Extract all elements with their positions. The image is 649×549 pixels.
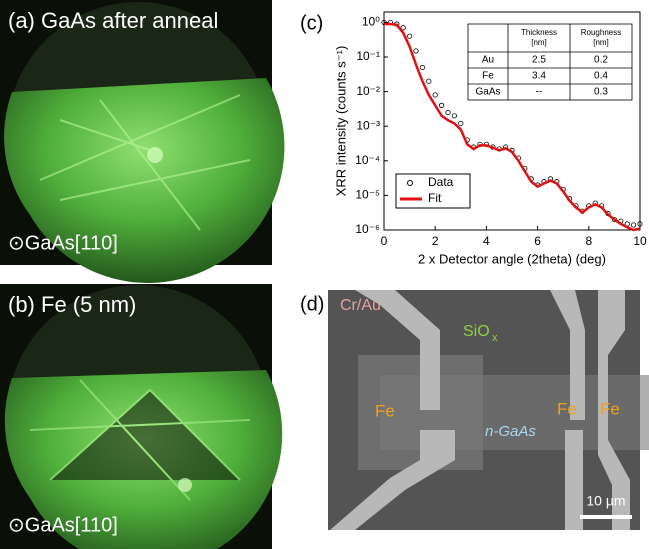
table-cell: 0.4 xyxy=(594,71,608,82)
y-tick-label: 10⁻¹ xyxy=(356,49,380,63)
x-tick-label: 10 xyxy=(633,234,647,248)
data-point xyxy=(433,93,437,97)
y-axis-label: XRR intensity (counts s⁻¹) xyxy=(333,46,348,197)
material-label: n-GaAs xyxy=(485,423,536,440)
scale-bar-label: 10 µm xyxy=(586,493,625,509)
panel-label: (d) xyxy=(300,293,324,315)
data-point xyxy=(631,223,635,227)
x-tick-label: 2 xyxy=(432,234,439,248)
x-tick-label: 8 xyxy=(585,234,592,248)
data-point xyxy=(452,114,456,118)
y-tick-label: 10⁻² xyxy=(356,84,380,98)
scale-bar xyxy=(580,515,632,519)
y-tick-label: 10⁻⁶ xyxy=(355,222,380,236)
data-point xyxy=(420,65,424,69)
material-label: Fe xyxy=(600,399,620,418)
data-point xyxy=(414,49,418,53)
legend-label: Fit xyxy=(428,191,442,205)
direction-label: ⊙GaAs[110] xyxy=(8,232,118,254)
table-cell: 2.5 xyxy=(532,55,546,66)
x-tick-label: 6 xyxy=(534,234,541,248)
figure: (a) GaAs after anneal ⊙GaAs[110] (b) Fe … xyxy=(0,0,649,549)
material-label: Cr/Au xyxy=(340,297,381,314)
direction-label: ⊙GaAs[110] xyxy=(8,514,118,536)
xrr-chart: 0 2 4 6 8 10 10⁻⁶ 10⁻⁵ 10⁻⁴ 10⁻³ 10⁻² 10⁻¹ 10⁰ 2 x De… xyxy=(333,12,647,266)
x-tick-label: 4 xyxy=(483,234,490,248)
table-cell: 3.4 xyxy=(532,71,546,82)
y-tick-label: 10⁻⁵ xyxy=(355,188,380,202)
table-row-label: GaAs xyxy=(475,87,500,98)
data-point xyxy=(427,79,431,83)
rheed-image-b xyxy=(0,284,282,549)
y-tick-label: 10⁻³ xyxy=(356,118,380,132)
panel-label: (b) Fe (5 nm) xyxy=(8,292,136,317)
material-label: Fe xyxy=(375,401,395,420)
panel-label: (a) GaAs after anneal xyxy=(8,8,218,33)
table-cell: 0.3 xyxy=(594,87,608,98)
data-point xyxy=(407,34,411,38)
data-point xyxy=(439,103,443,107)
legend-label: Data xyxy=(428,175,454,189)
x-axis-label: 2 x Detector angle (2theta) (deg) xyxy=(418,251,606,266)
y-tick-label: 10⁻⁴ xyxy=(355,153,380,167)
material-label: SiO xyxy=(463,323,490,340)
material-label: x xyxy=(492,332,498,344)
material-label: Fe xyxy=(557,399,577,418)
y-tick-label: 10⁰ xyxy=(362,15,380,29)
data-point xyxy=(446,110,450,114)
data-point xyxy=(459,121,463,125)
table-cell: -- xyxy=(536,87,543,98)
panel-label: (c) xyxy=(300,12,323,34)
table-row-label: Fe xyxy=(482,71,494,82)
table-cell: 0.2 xyxy=(594,55,608,66)
x-tick-label: 0 xyxy=(381,234,388,248)
table-row-label: Au xyxy=(482,55,494,66)
